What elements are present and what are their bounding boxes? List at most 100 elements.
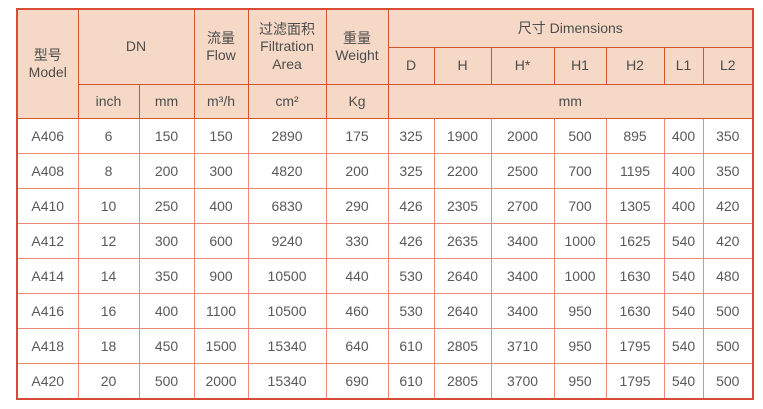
table-row: A410 10 250 400 6830 290 426 2305 2700 7… [16,188,754,224]
cell: 950 [553,293,607,329]
cell: 480 [702,258,754,294]
cell: 1500 [193,328,249,364]
header-model-en: Model [28,64,67,80]
cell: 1000 [553,258,607,294]
cell: 700 [553,188,607,224]
cell: 700 [553,153,607,189]
cell: 450 [138,328,195,364]
cell: 20 [77,363,140,400]
cell: 1000 [553,223,607,259]
cell: 350 [138,258,195,294]
cell: 600 [193,223,249,259]
cell: 250 [138,188,195,224]
cell: 2700 [490,188,555,224]
header-dim-hstar: H* [490,47,555,85]
cell: 6830 [247,188,327,224]
cell: 426 [387,223,435,259]
cell: 460 [325,293,389,329]
cell: 400 [663,188,704,224]
cell: 15340 [247,328,327,364]
unit-flow: m³/h [193,84,249,119]
cell: 3400 [490,223,555,259]
cell: 900 [193,258,249,294]
header-dim-h2: H2 [605,47,665,85]
header-dim-h1: H1 [553,47,607,85]
unit-inch: inch [77,84,140,119]
header-filtration-zh: 过滤面积 [259,20,316,37]
table-row: A416 16 400 1100 10500 460 530 2640 3400… [16,293,754,329]
cell: 2000 [193,363,249,400]
unit-weight: Kg [325,84,389,119]
unit-mm: mm [138,84,195,119]
cell: 4820 [247,153,327,189]
cell: 540 [663,223,704,259]
cell: 6 [77,118,140,154]
cell: 950 [553,328,607,364]
cell: 2805 [433,363,492,400]
unit-dimensions: mm [387,84,754,119]
model-cell: A414 [16,258,79,294]
model-cell: A410 [16,188,79,224]
table-row: A418 18 450 1500 15340 640 610 2805 3710… [16,328,754,364]
cell: 500 [702,293,754,329]
header-dim-h: H [433,47,492,85]
cell: 200 [325,153,389,189]
header-filtration-area: 过滤面积 Filtration Area [247,8,327,85]
table-row: A414 14 350 900 10500 440 530 2640 3400 … [16,258,754,294]
cell: 500 [702,363,754,400]
cell: 540 [663,258,704,294]
cell: 10 [77,188,140,224]
header-dim-l2: L2 [702,47,754,85]
cell: 610 [387,363,435,400]
cell: 1795 [605,328,665,364]
cell: 400 [138,293,195,329]
cell: 530 [387,293,435,329]
header-model: 型号 Model [16,8,79,119]
spec-table: 型号 Model DN 流量 Flow 过滤面积 Filtration Area… [16,8,755,400]
model-cell: A412 [16,223,79,259]
cell: 690 [325,363,389,400]
cell: 400 [193,188,249,224]
cell: 3700 [490,363,555,400]
cell: 500 [138,363,195,400]
header-weight-zh: 重量 [343,29,372,46]
cell: 3710 [490,328,555,364]
header-filtration-en2: Area [272,55,302,72]
header-dim-d: D [387,47,435,85]
cell: 1630 [605,258,665,294]
cell: 400 [663,118,704,154]
header-weight: 重量 Weight [325,8,389,85]
cell: 1630 [605,293,665,329]
cell: 950 [553,363,607,400]
header-filtration-en1: Filtration [260,38,314,55]
cell: 175 [325,118,389,154]
table-row: A406 6 150 150 2890 175 325 1900 2000 50… [16,118,754,154]
cell: 200 [138,153,195,189]
cell: 3400 [490,258,555,294]
cell: 2635 [433,223,492,259]
cell: 420 [702,223,754,259]
cell: 2890 [247,118,327,154]
cell: 18 [77,328,140,364]
cell: 426 [387,188,435,224]
cell: 640 [325,328,389,364]
cell: 3400 [490,293,555,329]
cell: 300 [138,223,195,259]
cell: 420 [702,188,754,224]
cell: 2500 [490,153,555,189]
model-cell: A416 [16,293,79,329]
model-cell: A420 [16,363,79,400]
cell: 150 [193,118,249,154]
cell: 2000 [490,118,555,154]
cell: 290 [325,188,389,224]
cell: 540 [663,293,704,329]
cell: 2200 [433,153,492,189]
header-flow-zh: 流量 [207,29,236,46]
cell: 350 [702,153,754,189]
model-cell: A418 [16,328,79,364]
cell: 2640 [433,258,492,294]
cell: 1100 [193,293,249,329]
cell: 12 [77,223,140,259]
cell: 300 [193,153,249,189]
cell: 540 [663,328,704,364]
